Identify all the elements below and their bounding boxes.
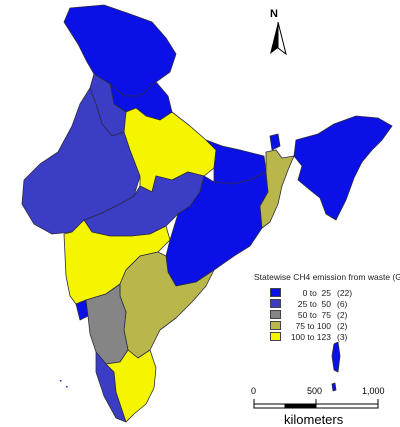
legend-swatch xyxy=(270,310,281,319)
legend-row: 75 to 100 (2) xyxy=(270,320,400,331)
scale-bar: 0 500 1,000 kilometers xyxy=(240,386,400,427)
legend-range: 25 to 50 xyxy=(297,298,331,309)
legend-range: 0 to 25 xyxy=(302,287,331,298)
scale-bar-graphic xyxy=(253,399,379,409)
legend-count: (2) xyxy=(337,320,348,331)
region-andaman-nicobar xyxy=(331,341,341,373)
legend-range: 75 to 100 xyxy=(295,320,331,331)
legend-range: 50 to 75 xyxy=(297,309,331,320)
legend-row: 25 to 50 (6) xyxy=(270,298,400,309)
legend-count: (3) xyxy=(337,331,348,342)
map-legend: Statewise CH4 emission from waste (Gg) 0… xyxy=(254,272,400,342)
north-arrow-icon xyxy=(270,21,287,56)
region-west-bengal xyxy=(259,149,295,229)
region-sikkim xyxy=(269,133,281,151)
region-north-east xyxy=(293,115,393,221)
region-jammu-kashmir xyxy=(63,4,177,97)
legend-count: (6) xyxy=(337,298,348,309)
legend-count: (22) xyxy=(337,287,353,298)
legend-swatch xyxy=(270,288,281,297)
scale-tick-label: 500 xyxy=(307,386,323,396)
legend-swatch xyxy=(270,299,281,308)
region-chhattisgarh-jharkhand-odisha xyxy=(165,171,269,287)
legend-row: 100 to 123 (3) xyxy=(270,331,400,342)
region-lakshadweep xyxy=(60,380,62,382)
scale-tick-label: 0 xyxy=(251,386,257,396)
legend-count: (2) xyxy=(337,309,348,320)
legend-swatch xyxy=(270,321,281,330)
region-tamil-nadu xyxy=(105,349,157,423)
legend-row: 50 to 75 (2) xyxy=(270,309,400,320)
legend-title: Statewise CH4 emission from waste (Gg) xyxy=(254,272,400,282)
legend-range: 100 to 123 xyxy=(290,331,331,342)
legend-row: 0 to 25 (22) xyxy=(270,287,400,298)
scale-unit-label: kilometers xyxy=(284,412,344,427)
region-nicobar xyxy=(331,382,337,392)
region-lakshadweep-2 xyxy=(66,386,68,388)
legend-swatch xyxy=(270,332,281,341)
scale-tick-label: 1,000 xyxy=(362,386,385,396)
north-arrow-label: N xyxy=(270,8,278,20)
